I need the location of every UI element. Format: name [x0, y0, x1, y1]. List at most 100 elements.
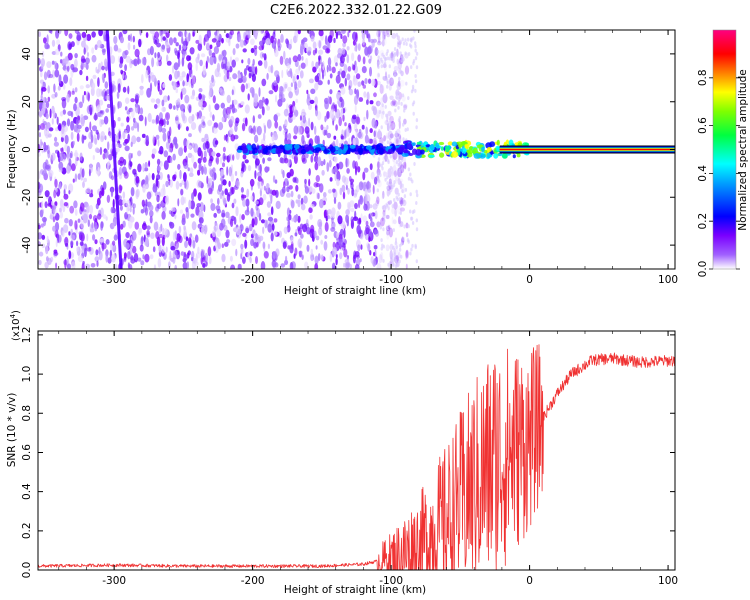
spectrogram-cell	[362, 215, 368, 223]
spectrogram-cell	[119, 56, 124, 65]
spectrogram-cell	[208, 256, 212, 265]
spectrogram-cell	[354, 202, 358, 210]
spectrogram-cell	[44, 201, 48, 209]
spectrogram-cell	[308, 207, 313, 214]
spectrogram-cell	[183, 40, 186, 46]
spectrogram-cell	[94, 221, 98, 232]
spectrogram-cell	[415, 201, 418, 205]
spectrogram-cell	[414, 243, 417, 248]
spectrogram-cell	[168, 37, 174, 46]
spectrogram-cell	[300, 62, 306, 69]
spectrogram-cell	[283, 108, 289, 117]
spectrogram-cell	[318, 30, 324, 37]
spectrogram-cell	[149, 215, 153, 224]
spectrogram-cell	[325, 48, 331, 54]
spectrogram-cell	[287, 219, 291, 229]
spectrogram-cell	[191, 75, 196, 85]
spectrogram-cell	[324, 115, 327, 123]
spectrogram-cell	[254, 216, 258, 226]
spectrogram-cell	[138, 114, 144, 122]
spectrogram-cell	[315, 107, 318, 117]
spectrogram-cell	[163, 118, 166, 128]
spectrogram-cell	[161, 99, 165, 107]
spectrogram-cell	[381, 59, 384, 64]
spectrogram-cell	[78, 101, 83, 109]
spectrogram-cell	[264, 98, 269, 105]
spectrogram-cell	[368, 58, 372, 64]
spectrogram-cell	[46, 34, 49, 44]
spectrogram-y-tick-label: -20	[21, 189, 33, 206]
spectrogram-cell	[198, 124, 202, 132]
spectrogram-cell	[171, 207, 176, 213]
spectrogram-cell	[310, 224, 315, 234]
spectrogram-cell	[65, 242, 68, 248]
spectrogram-cell	[140, 260, 145, 266]
spectrogram-cell	[239, 39, 244, 48]
spectrogram-cell	[342, 191, 346, 200]
snr-y-tick-label: 0.0	[21, 562, 33, 579]
spectrogram-cell	[101, 91, 105, 97]
spectrogram-cell	[288, 159, 292, 165]
spectrogram-cell	[155, 134, 160, 140]
spectrogram-cell	[149, 210, 154, 218]
spectrogram-cell	[155, 98, 161, 104]
spectrogram-cell	[101, 243, 107, 250]
spectrogram-cell	[292, 75, 296, 84]
spectrogram-cell	[234, 171, 238, 176]
spectrogram-cell	[273, 30, 276, 35]
spectrogram-cell	[400, 101, 403, 106]
spectrogram-cell	[391, 78, 394, 83]
spectrogram-cell	[397, 39, 403, 45]
spectrogram-cell	[124, 64, 127, 72]
spectrogram-cell	[363, 91, 367, 98]
spectrogram-cell	[59, 59, 63, 64]
spectrogram-cell	[182, 80, 185, 87]
spectrogram-cell	[373, 229, 379, 235]
snr-y-scale-label: (x104)	[9, 310, 22, 341]
spectrogram-cell	[402, 161, 406, 169]
spectrogram-cell	[406, 37, 410, 42]
spectrogram-cell	[286, 192, 291, 198]
spectrogram-cell	[281, 69, 284, 79]
spectrogram-cell	[393, 100, 398, 107]
spectrogram-cell	[335, 74, 341, 84]
spectrogram-cell	[402, 236, 405, 241]
spectrogram-cell	[105, 216, 108, 221]
spectrogram-cell	[244, 239, 248, 249]
spectrogram-cell	[156, 42, 162, 48]
spectrogram-cell	[384, 76, 387, 81]
spectrogram-cell	[70, 63, 75, 71]
spectrogram-cell	[40, 70, 43, 78]
spectrogram-cell	[344, 77, 347, 87]
spectrogram-cell	[379, 137, 384, 145]
spectrogram-cell	[376, 263, 382, 269]
spectrogram-cell	[381, 39, 385, 47]
spectrogram-cell	[44, 190, 50, 198]
spectrogram-cell	[392, 124, 395, 128]
spectrogram-cell	[308, 178, 311, 187]
spectrogram-cell	[230, 134, 236, 142]
spectrogram-cell	[385, 113, 388, 118]
spectrogram-cell	[372, 106, 377, 116]
spectrogram-cell	[200, 248, 204, 259]
spectrogram-cell	[254, 200, 259, 205]
spectrogram-cell	[240, 170, 244, 178]
spectrogram-cell	[188, 115, 193, 124]
spectrogram-cell	[181, 71, 186, 78]
spectrogram-cell	[113, 35, 118, 45]
spectrogram-cell	[413, 30, 416, 33]
spectrogram-cell	[330, 146, 336, 153]
spectrogram-cell	[141, 199, 146, 207]
spectrogram-cell	[42, 50, 45, 58]
spectrogram-cell	[142, 184, 146, 193]
spectrogram-cell	[333, 37, 336, 44]
spectrogram-cell	[379, 173, 382, 178]
spectrogram-cell	[138, 38, 142, 48]
spectrogram-cell	[336, 179, 340, 187]
spectrogram-cell	[66, 165, 71, 174]
colorbar-ticks: 0.00.20.40.60.8	[697, 69, 740, 277]
spectrogram-x-tick-label: -100	[379, 274, 403, 286]
spectrogram-cell	[146, 191, 152, 200]
spectrogram-cell	[117, 83, 121, 93]
spectrogram-cell	[87, 219, 91, 227]
